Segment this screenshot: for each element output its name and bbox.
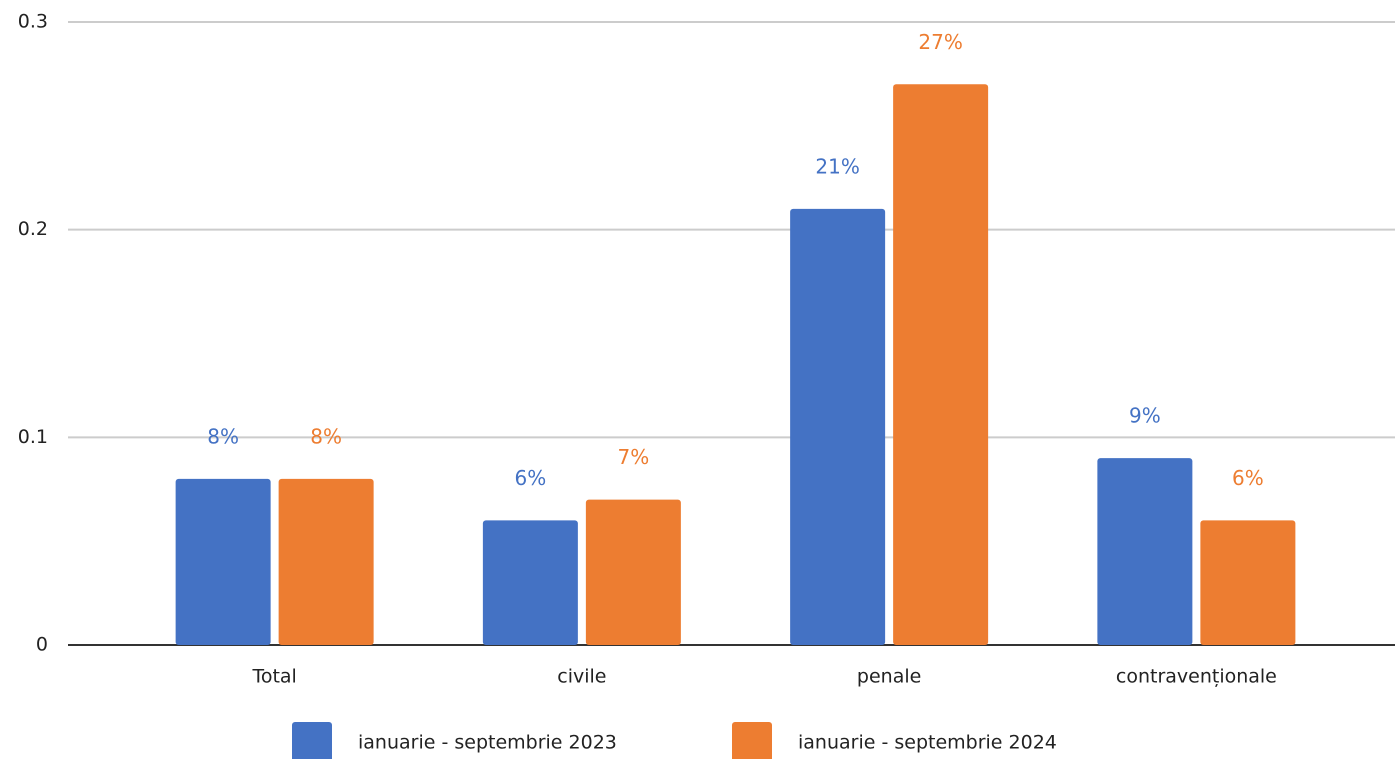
x-tick-label: civile [557, 666, 606, 688]
data-label: 6% [1232, 466, 1264, 490]
data-label: 9% [1129, 404, 1161, 428]
legend-swatch [732, 722, 772, 759]
x-tick-label: Total [251, 666, 296, 688]
data-label: 7% [618, 445, 650, 469]
x-tick-label: contravenționale [1116, 666, 1277, 688]
y-tick-label: 0.1 [18, 426, 48, 448]
bar [585, 499, 681, 645]
legend-label: ianuarie - septembrie 2023 [358, 732, 617, 754]
bar [790, 208, 886, 645]
bar [1097, 458, 1193, 645]
data-label: 8% [310, 424, 342, 448]
legend-label: ianuarie - septembrie 2024 [798, 732, 1057, 754]
legend-swatch [292, 722, 332, 759]
y-tick-label: 0.3 [18, 11, 48, 33]
y-tick-label: 0.2 [18, 218, 48, 240]
bar [482, 520, 578, 645]
y-tick-label: 0 [36, 634, 48, 656]
bar [893, 84, 989, 646]
data-label: 21% [815, 154, 859, 178]
bar [175, 478, 271, 645]
bar [1200, 520, 1296, 645]
bar [278, 478, 374, 645]
data-label: 6% [515, 466, 547, 490]
data-label: 27% [918, 30, 962, 54]
data-label: 8% [207, 424, 239, 448]
x-tick-label: penale [857, 666, 921, 688]
